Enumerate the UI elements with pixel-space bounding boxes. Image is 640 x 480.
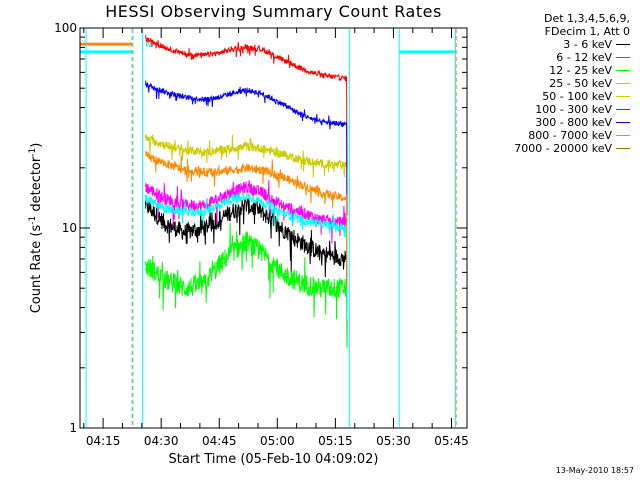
legend-swatch <box>616 122 630 123</box>
legend-label: 25 - 50 keV <box>549 77 612 90</box>
legend-swatch <box>616 96 630 97</box>
legend-entry: 300 - 800 keV <box>480 116 636 129</box>
legend-swatch <box>616 57 630 58</box>
legend-label: 6 - 12 keV <box>556 51 612 64</box>
legend-header-line2: FDecim 1, Att 0 <box>544 25 630 38</box>
y-tick-label: 1 <box>69 421 77 435</box>
legend-swatch <box>616 83 630 84</box>
series-800-7000keV <box>145 151 348 291</box>
legend-label: 3 - 6 keV <box>563 38 612 51</box>
y-tick-label: 10 <box>62 221 77 235</box>
legend: Det 1,3,4,5,6,9, FDecim 1, Att 0 3 - 6 k… <box>480 12 636 155</box>
x-tick-label: 05:00 <box>260 434 295 448</box>
legend-entry: 7000 - 20000 keV <box>480 142 636 155</box>
legend-entry: 800 - 7000 keV <box>480 129 636 142</box>
legend-swatch <box>616 70 630 71</box>
legend-swatch <box>616 135 630 136</box>
legend-header-line1: Det 1,3,4,5,6,9, <box>543 12 630 25</box>
legend-label: 100 - 300 keV <box>535 103 612 116</box>
legend-entry: 100 - 300 keV <box>480 103 636 116</box>
legend-label: 12 - 25 keV <box>549 64 612 77</box>
legend-swatch <box>616 148 630 149</box>
legend-entry: 6 - 12 keV <box>480 51 636 64</box>
legend-label: 7000 - 20000 keV <box>514 142 612 155</box>
plot-frame <box>79 27 468 429</box>
legend-swatch <box>616 44 630 45</box>
series-50-100keV <box>145 134 348 257</box>
legend-swatch <box>616 109 630 110</box>
legend-label: 800 - 7000 keV <box>528 129 612 142</box>
y-axis-label: Count Rate (s-1 detector-1) <box>27 142 45 314</box>
y-tick-label: 100 <box>54 21 77 35</box>
series-25-50keV <box>145 192 348 320</box>
legend-entry: 50 - 100 keV <box>480 90 636 103</box>
x-tick-label: 04:45 <box>202 434 237 448</box>
legend-label: 300 - 800 keV <box>535 116 612 129</box>
x-tick-label: 04:15 <box>86 434 121 448</box>
x-tick-label: 05:15 <box>318 434 353 448</box>
flag-label: N <box>145 40 151 49</box>
series-100-300keV <box>145 37 348 170</box>
x-axis-label: Start Time (05-Feb-10 04:09:02) <box>168 452 379 467</box>
date-stamp: 13-May-2010 18:57 <box>555 466 634 475</box>
x-tick-label: 05:30 <box>376 434 411 448</box>
series-12-25keV <box>145 222 348 349</box>
series-300-800keV <box>145 81 348 216</box>
x-tick-label: 05:45 <box>434 434 469 448</box>
series-3-6keV <box>145 196 348 349</box>
legend-label: 50 - 100 keV <box>542 90 612 103</box>
x-tick-label: 04:30 <box>144 434 179 448</box>
chart-title: HESSI Observing Summary Count Rates <box>105 2 442 21</box>
legend-entry: 25 - 50 keV <box>480 77 636 90</box>
legend-entry: 12 - 25 keV <box>480 64 636 77</box>
legend-entry: 3 - 6 keV <box>480 38 636 51</box>
